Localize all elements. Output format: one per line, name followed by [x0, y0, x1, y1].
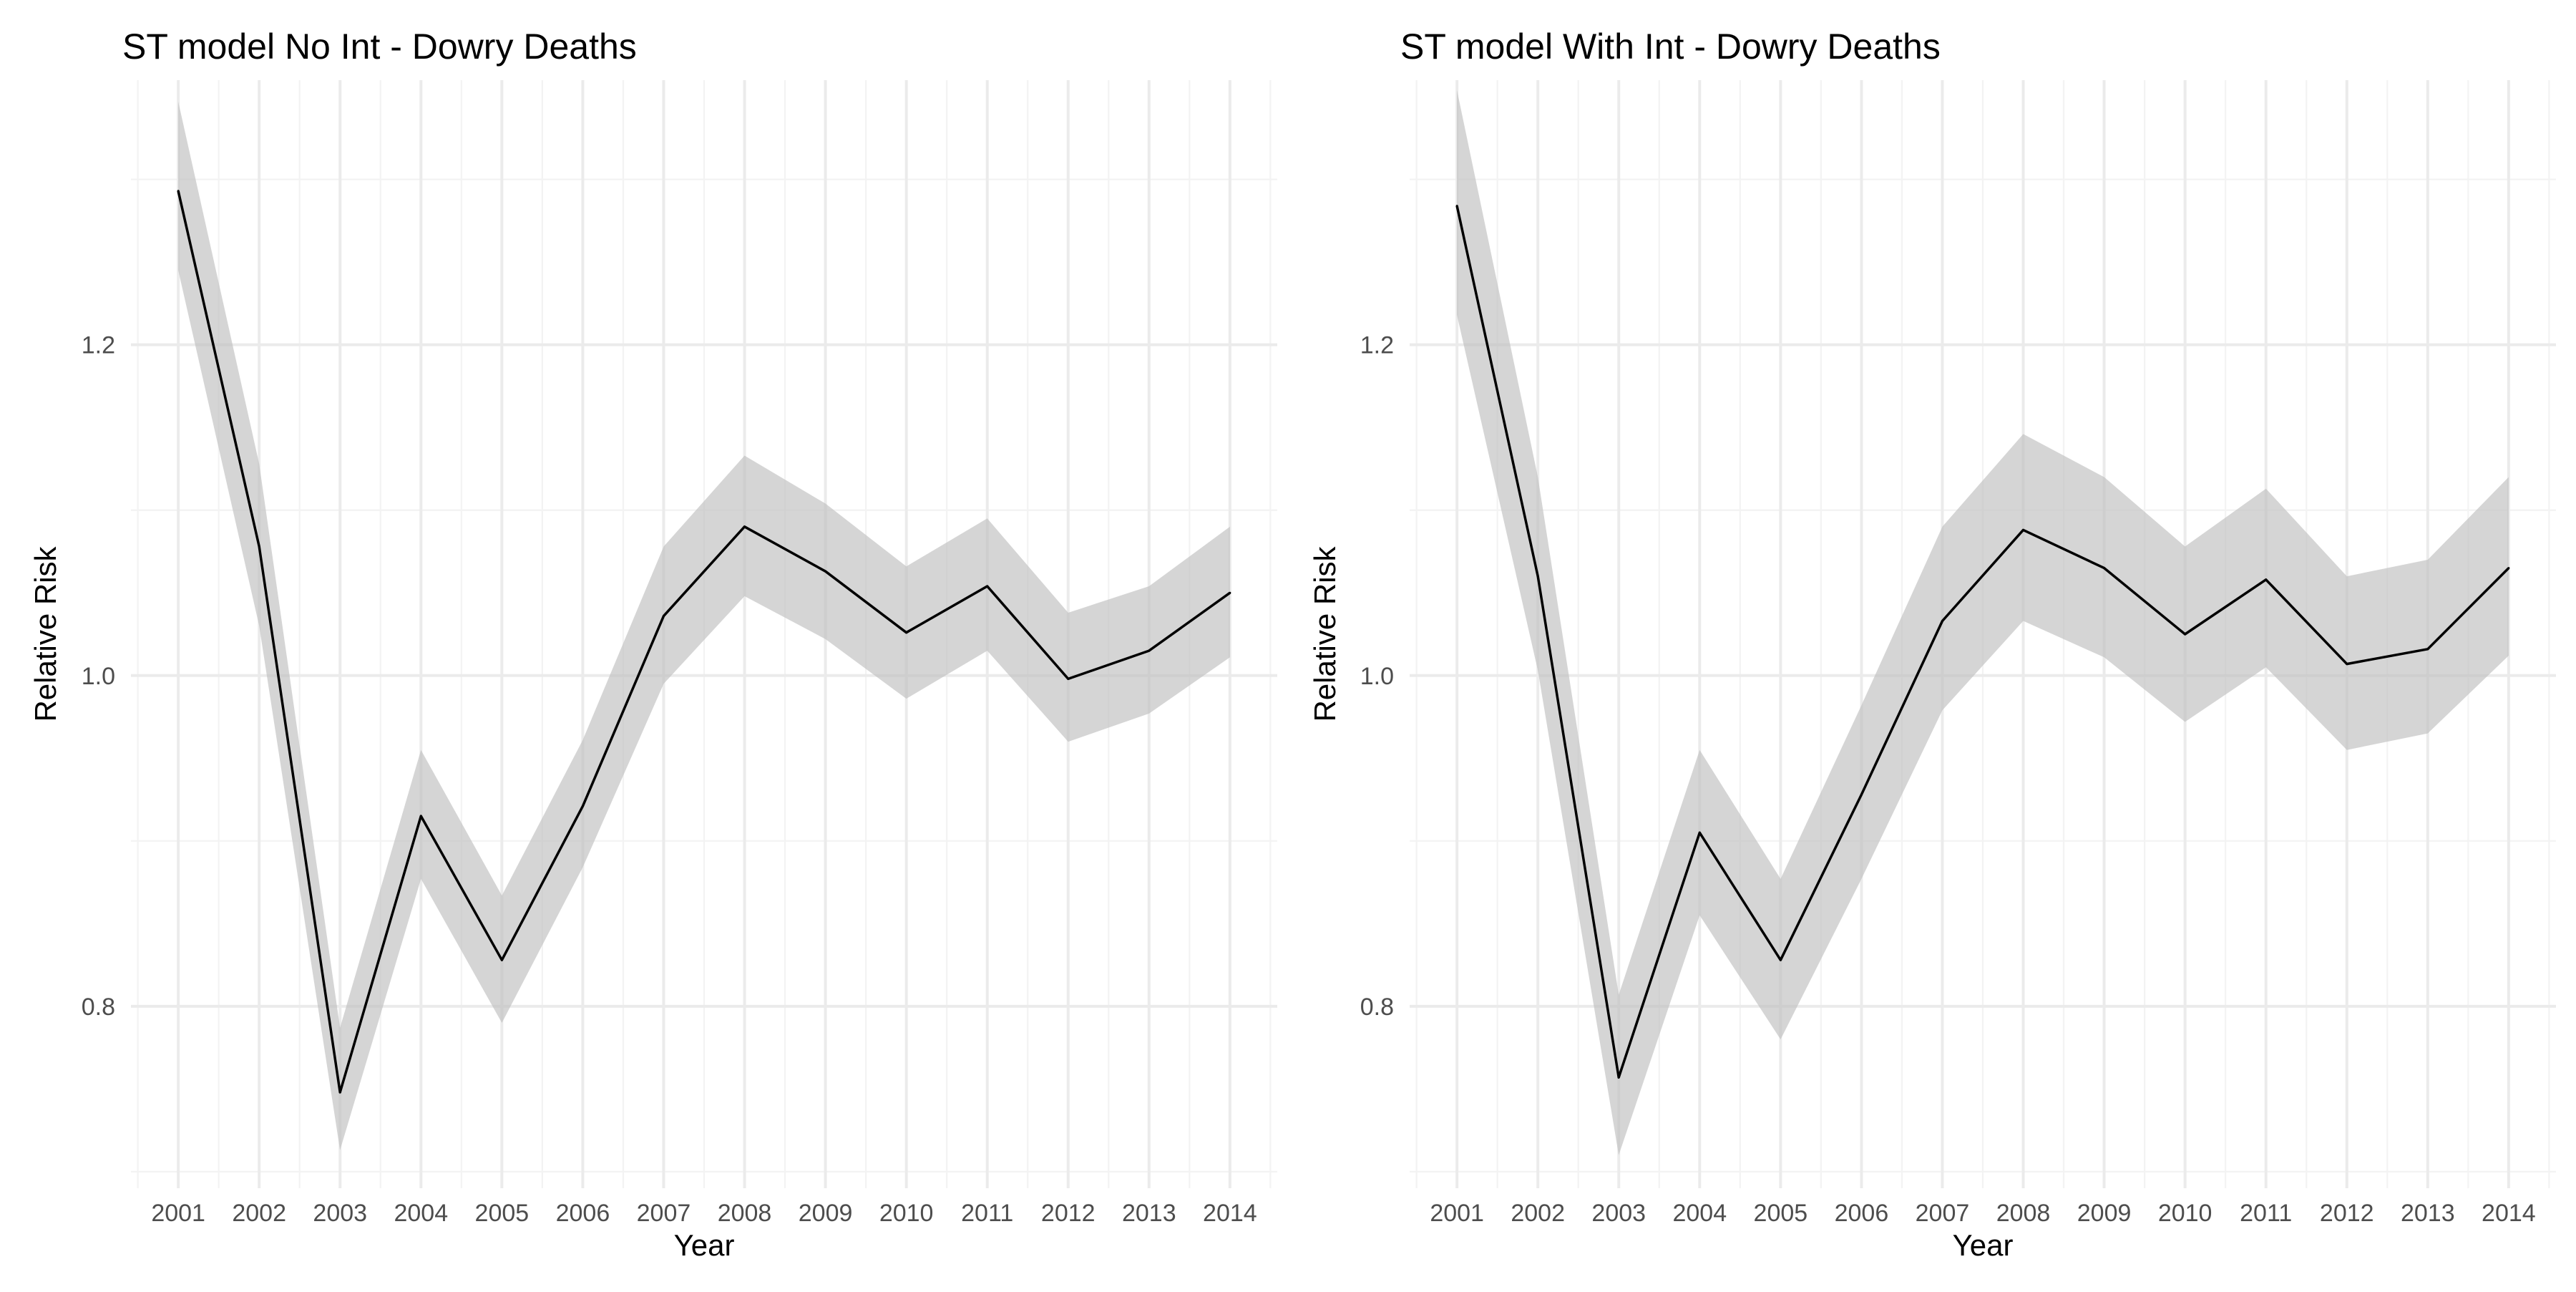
- chart-title: ST model No Int - Dowry Deaths: [122, 26, 637, 67]
- data-point: [1779, 958, 1782, 961]
- x-tick-label: 2012: [2320, 1200, 2374, 1227]
- data-point: [338, 1091, 341, 1094]
- confidence-band: [1457, 89, 2509, 1155]
- y-tick-label: 1.2: [1360, 332, 1394, 359]
- data-point: [2265, 578, 2268, 581]
- x-tick-label: 2010: [2158, 1200, 2212, 1227]
- x-tick-label: 2002: [1511, 1200, 1565, 1227]
- data-point: [1941, 620, 1943, 623]
- x-tick-label: 2003: [1591, 1200, 1646, 1227]
- x-tick-label: 2005: [1754, 1200, 1808, 1227]
- x-tick-label: 2009: [2077, 1200, 2132, 1227]
- x-tick-label: 2013: [2401, 1200, 2455, 1227]
- y-axis-title: Relative Risk: [1308, 545, 1342, 722]
- x-tick-label: 2001: [151, 1200, 205, 1227]
- data-point: [1067, 677, 1070, 680]
- chart-title: ST model With Int - Dowry Deaths: [1400, 26, 1941, 67]
- x-tick-label: 2004: [1672, 1200, 1727, 1227]
- x-tick-label: 2003: [313, 1200, 367, 1227]
- series-line: [1455, 205, 2510, 1079]
- data-point: [2507, 567, 2510, 570]
- y-tick-label: 0.8: [1360, 994, 1394, 1021]
- chart-panel-1: 0.8 1.0 1.2 2001 2002 2003 2004 2005 2006 2007 200…: [29, 26, 1277, 1262]
- x-tick-label: 2006: [1835, 1200, 1889, 1227]
- x-tick-label: 2008: [1996, 1200, 2051, 1227]
- data-point: [662, 615, 665, 618]
- x-tick-label: 2007: [1916, 1200, 1970, 1227]
- y-axis-title: Relative Risk: [29, 545, 62, 722]
- data-point: [1617, 1076, 1620, 1079]
- x-tick-label: 2011: [2240, 1200, 2292, 1227]
- data-point: [1698, 831, 1701, 834]
- data-point: [1229, 591, 1231, 594]
- x-tick-label: 2005: [475, 1200, 530, 1227]
- x-tick-label: 2002: [232, 1200, 286, 1227]
- data-point: [2184, 633, 2187, 636]
- data-point: [258, 545, 260, 548]
- y-tick-label: 1.0: [1360, 663, 1394, 690]
- data-point: [1860, 793, 1863, 796]
- x-tick-label: 2014: [1203, 1200, 1257, 1227]
- data-point: [419, 815, 422, 817]
- chart-panel-2: 0.8 1.0 1.2 2001 2002 2003 2004 2005 2006 2007 200…: [1308, 26, 2556, 1262]
- y-tick-label: 0.8: [82, 994, 115, 1021]
- x-tick-label: 2011: [961, 1200, 1013, 1227]
- data-point: [1455, 205, 1458, 208]
- data-point: [986, 585, 989, 588]
- confidence-band: [178, 102, 1230, 1150]
- series-line: [177, 190, 1231, 1094]
- data-point: [1148, 649, 1151, 652]
- x-tick-label: 2014: [2482, 1200, 2536, 1227]
- x-tick-label: 2008: [718, 1200, 772, 1227]
- x-axis-title: Year: [674, 1228, 735, 1262]
- data-point: [743, 525, 746, 528]
- x-tick-label: 2007: [637, 1200, 691, 1227]
- data-point: [500, 958, 503, 961]
- x-tick-label: 2001: [1430, 1200, 1484, 1227]
- x-tick-label: 2010: [879, 1200, 934, 1227]
- x-tick-label: 2013: [1122, 1200, 1176, 1227]
- data-point: [581, 805, 584, 807]
- x-tick-label: 2012: [1041, 1200, 1096, 1227]
- data-point: [1536, 575, 1539, 578]
- x-tick-label: 2009: [799, 1200, 853, 1227]
- y-tick-label: 1.0: [82, 663, 115, 690]
- y-tick-label: 1.2: [82, 332, 115, 359]
- x-tick-label: 2004: [394, 1200, 448, 1227]
- x-axis-title: Year: [1953, 1228, 2014, 1262]
- data-point: [2022, 528, 2025, 531]
- data-point: [824, 570, 827, 573]
- data-point: [905, 631, 908, 634]
- data-point: [2426, 648, 2429, 651]
- x-tick-label: 2006: [556, 1200, 610, 1227]
- data-point: [177, 190, 180, 193]
- data-point: [2346, 663, 2348, 666]
- data-point: [2103, 567, 2106, 570]
